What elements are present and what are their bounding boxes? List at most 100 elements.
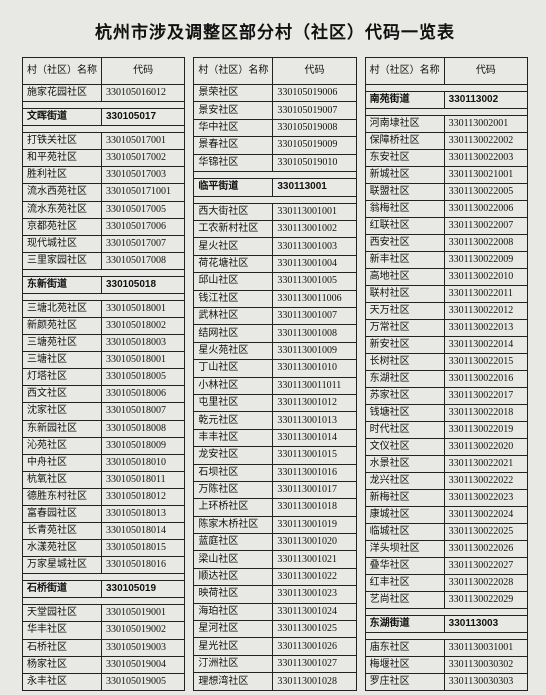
table-row: 京都苑社区330105017006 bbox=[23, 218, 185, 235]
cell-name: 万陈社区 bbox=[194, 481, 273, 498]
cell-name: 结网社区 bbox=[194, 325, 273, 342]
cell-name: 文晖街道 bbox=[23, 109, 102, 126]
cell-code: 330113002 bbox=[444, 92, 527, 109]
cell-code: 330113001025 bbox=[273, 621, 356, 638]
cell-name: 星火苑社区 bbox=[194, 342, 273, 359]
cell-name: 三塘苑社区 bbox=[23, 335, 102, 352]
table-row: 武林社区330113001007 bbox=[194, 308, 356, 325]
cell-name: 梁山社区 bbox=[194, 551, 273, 568]
table-row: 长树社区3301130022015 bbox=[365, 354, 527, 371]
table-row: 临城社区3301130022025 bbox=[365, 524, 527, 541]
table-row: 文仪社区3301130022020 bbox=[365, 439, 527, 456]
cell-code: 330105017008 bbox=[102, 252, 185, 269]
cell-name: 新丰社区 bbox=[365, 252, 444, 269]
cell-code: 330105019002 bbox=[102, 622, 185, 639]
cell-name: 梅堰社区 bbox=[365, 657, 444, 674]
cell-code: 330105019008 bbox=[273, 119, 356, 136]
cell-code: 330105018006 bbox=[102, 386, 185, 403]
cell-name: 钱江社区 bbox=[194, 290, 273, 307]
table-row: 东安社区3301130022003 bbox=[365, 150, 527, 167]
columns-container: 村（社区）名称代码施家花园社区330105016012文晖街道330105017… bbox=[22, 57, 528, 691]
cell-name: 水景社区 bbox=[365, 456, 444, 473]
cell-code: 330105018011 bbox=[102, 471, 185, 488]
table-row: 德胜东村社区330105018012 bbox=[23, 488, 185, 505]
cell-code: 3301130022026 bbox=[444, 541, 527, 558]
cell-name: 罗庄社区 bbox=[365, 674, 444, 691]
cell-name: 三塘北苑社区 bbox=[23, 300, 102, 317]
cell-name: 东湖街道 bbox=[365, 616, 444, 633]
cell-code: 330105018015 bbox=[102, 540, 185, 557]
spacer-row bbox=[23, 574, 185, 581]
table-row: 石坝社区330113001016 bbox=[194, 464, 356, 481]
cell-name: 龙兴社区 bbox=[365, 473, 444, 490]
cell-name: 沁苑社区 bbox=[23, 437, 102, 454]
cell-code: 330113001013 bbox=[273, 412, 356, 429]
cell-name: 和平苑社区 bbox=[23, 150, 102, 167]
cell-code: 330105018003 bbox=[102, 335, 185, 352]
cell-name: 石坝社区 bbox=[194, 464, 273, 481]
table-row: 苏家社区3301130022017 bbox=[365, 388, 527, 405]
table-row: 映荷社区330113001023 bbox=[194, 586, 356, 603]
table-row: 长青苑社区330105018014 bbox=[23, 523, 185, 540]
table-row: 西文社区330105018006 bbox=[23, 386, 185, 403]
table-row: 天堂园社区330105019001 bbox=[23, 605, 185, 622]
code-table: 村（社区）名称代码施家花园社区330105016012文晖街道330105017… bbox=[22, 57, 185, 691]
table-row: 打铁关社区330105017001 bbox=[23, 133, 185, 150]
table-row: 景安社区330105019007 bbox=[194, 102, 356, 119]
table-row: 万家星城社区330105018016 bbox=[23, 557, 185, 574]
cell-code: 330105019004 bbox=[102, 656, 185, 673]
cell-code: 330113001027 bbox=[273, 655, 356, 672]
spacer-row bbox=[23, 126, 185, 133]
spacer-row bbox=[194, 196, 356, 203]
cell-code: 3301130022029 bbox=[444, 592, 527, 609]
cell-code: 330113001008 bbox=[273, 325, 356, 342]
cell-code: 3301130022005 bbox=[444, 184, 527, 201]
cell-name: 三里家园社区 bbox=[23, 252, 102, 269]
cell-name: 星光社区 bbox=[194, 638, 273, 655]
spacer-row bbox=[365, 85, 527, 92]
cell-name: 西安社区 bbox=[365, 235, 444, 252]
cell-name: 现代城社区 bbox=[23, 235, 102, 252]
cell-code: 330105017005 bbox=[102, 201, 185, 218]
cell-name: 灯塔社区 bbox=[23, 369, 102, 386]
cell-code: 3301130022013 bbox=[444, 320, 527, 337]
cell-code: 330105019003 bbox=[102, 639, 185, 656]
cell-name: 华中社区 bbox=[194, 119, 273, 136]
table-row: 华锦社区330105019010 bbox=[194, 154, 356, 171]
cell-name: 石桥社区 bbox=[23, 639, 102, 656]
cell-code: 330113001015 bbox=[273, 447, 356, 464]
table-row: 陈家木桥社区330113001019 bbox=[194, 516, 356, 533]
cell-code: 3301130022023 bbox=[444, 490, 527, 507]
table-row: 胜利社区330105017003 bbox=[23, 167, 185, 184]
col-header-name: 村（社区）名称 bbox=[365, 58, 444, 85]
cell-code: 3301130022015 bbox=[444, 354, 527, 371]
cell-code: 3301130030302 bbox=[444, 657, 527, 674]
cell-code: 330105018008 bbox=[102, 420, 185, 437]
table-row: 新颜苑社区330105018002 bbox=[23, 318, 185, 335]
cell-name: 三塘社区 bbox=[23, 352, 102, 369]
cell-name: 新城社区 bbox=[365, 167, 444, 184]
cell-code: 330105019 bbox=[102, 581, 185, 598]
table-row: 蓝庭社区330113001020 bbox=[194, 534, 356, 551]
cell-code: 3301130022014 bbox=[444, 337, 527, 354]
cell-name: 临平街道 bbox=[194, 179, 273, 196]
cell-name: 杨家社区 bbox=[23, 656, 102, 673]
cell-name: 乾元社区 bbox=[194, 412, 273, 429]
table-row: 万常社区3301130022013 bbox=[365, 320, 527, 337]
cell-code: 3301130022008 bbox=[444, 235, 527, 252]
cell-code: 3301130022009 bbox=[444, 252, 527, 269]
table-row: 灯塔社区330105018005 bbox=[23, 369, 185, 386]
spacer-row bbox=[23, 598, 185, 605]
cell-code: 3301130031001 bbox=[444, 640, 527, 657]
table-row: 工农新村社区330113001002 bbox=[194, 221, 356, 238]
cell-name: 顺达社区 bbox=[194, 568, 273, 585]
cell-name: 东新园社区 bbox=[23, 420, 102, 437]
cell-code: 330105019001 bbox=[102, 605, 185, 622]
cell-name: 临城社区 bbox=[365, 524, 444, 541]
cell-name: 德胜东村社区 bbox=[23, 488, 102, 505]
table-row: 沁苑社区330105018009 bbox=[23, 437, 185, 454]
cell-name: 施家花园社区 bbox=[23, 85, 102, 102]
table-row: 石桥社区330105019003 bbox=[23, 639, 185, 656]
cell-code: 3301130022025 bbox=[444, 524, 527, 541]
table-row: 康城社区3301130022024 bbox=[365, 507, 527, 524]
